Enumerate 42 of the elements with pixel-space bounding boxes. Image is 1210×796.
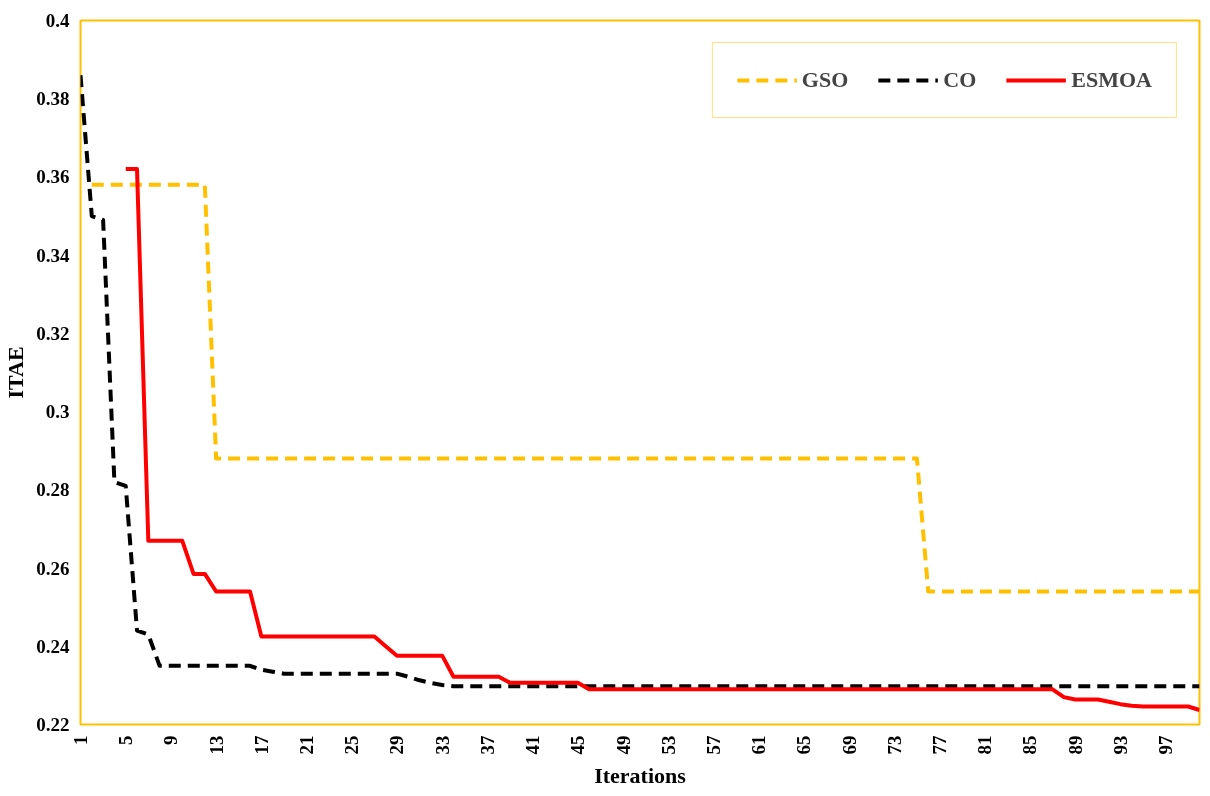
x-tick-label: 25 bbox=[341, 735, 363, 755]
y-tick-label: 0.22 bbox=[36, 714, 70, 735]
x-tick-label: 53 bbox=[657, 735, 679, 755]
y-tick-label: 0.4 bbox=[45, 10, 70, 31]
x-tick-label: 85 bbox=[1019, 735, 1041, 755]
x-tick-label: 73 bbox=[883, 735, 905, 755]
y-tick-label: 0.36 bbox=[36, 166, 70, 188]
x-tick-label: 81 bbox=[974, 735, 996, 755]
x-tick-label: 41 bbox=[522, 735, 544, 755]
y-tick-label: 0.34 bbox=[36, 244, 70, 266]
x-tick-label: 57 bbox=[702, 735, 724, 755]
line-series bbox=[123, 167, 1200, 713]
y-axis-title: ITAE bbox=[3, 346, 29, 399]
y-tick-label: 0.3 bbox=[45, 401, 70, 423]
y-tick-label: 0.24 bbox=[36, 635, 70, 657]
x-tick-label: 97 bbox=[1155, 735, 1177, 755]
x-tick-label: 5 bbox=[115, 735, 137, 745]
x-tick-label: 29 bbox=[386, 735, 408, 755]
x-tick-label: 37 bbox=[476, 735, 498, 755]
x-tick-label: 1 bbox=[70, 735, 91, 745]
x-tick-label: 13 bbox=[205, 735, 227, 755]
y-tick-label: 0.26 bbox=[36, 557, 70, 579]
x-tick-label: 33 bbox=[431, 735, 453, 755]
y-tick-label: 0.28 bbox=[36, 479, 70, 501]
line-series bbox=[80, 73, 1200, 689]
x-tick-label: 17 bbox=[250, 735, 272, 755]
x-tick-label: 45 bbox=[567, 735, 589, 755]
x-tick-label: 21 bbox=[296, 735, 318, 755]
legend-label: ESMOA bbox=[1071, 67, 1152, 93]
x-tick-label: 93 bbox=[1109, 735, 1131, 755]
legend-label: CO bbox=[943, 67, 977, 93]
x-tick-label: 65 bbox=[793, 735, 815, 755]
x-tick-label: 89 bbox=[1064, 735, 1086, 755]
x-tick-label: 9 bbox=[160, 735, 182, 745]
x-tick-label: 77 bbox=[929, 735, 951, 755]
x-tick-label: 69 bbox=[838, 735, 860, 755]
x-axis-title: Iterations bbox=[594, 762, 687, 788]
legend-label: GSO bbox=[801, 67, 849, 93]
x-tick-label: 61 bbox=[748, 735, 770, 755]
x-tick-label: 49 bbox=[612, 735, 634, 755]
y-tick-label: 0.32 bbox=[36, 322, 70, 344]
y-tick-label: 0.38 bbox=[36, 88, 70, 110]
